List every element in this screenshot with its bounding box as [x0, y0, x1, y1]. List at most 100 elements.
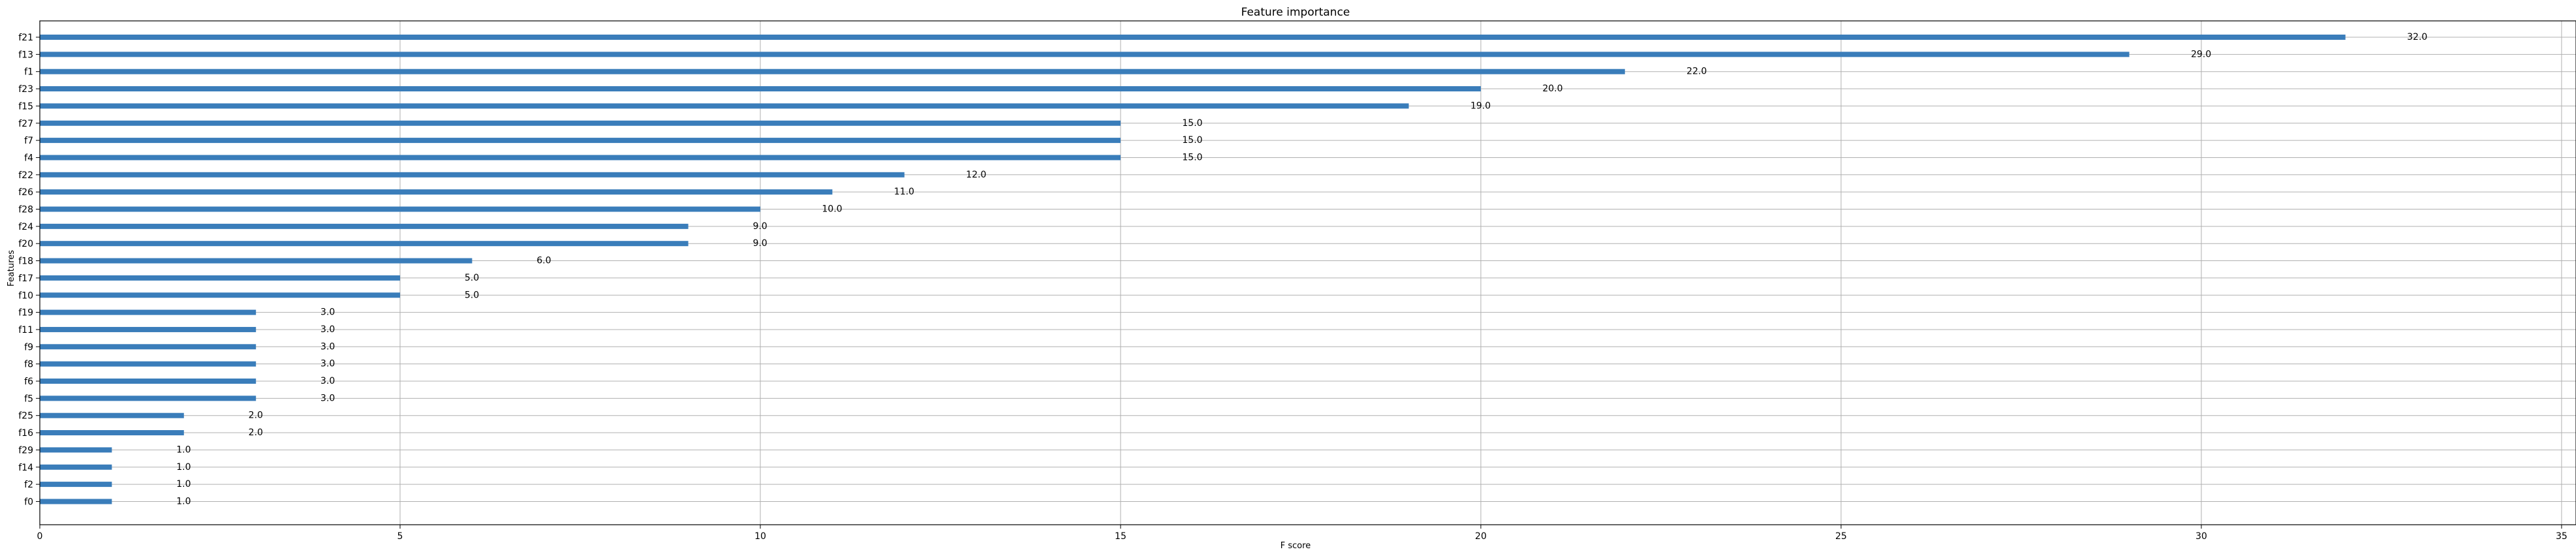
y-tick-label-f1: f1 [24, 67, 33, 78]
bar-f29 [40, 447, 112, 453]
value-label-f28: 10.0 [822, 204, 842, 215]
chart-title: Feature importance [1241, 6, 1350, 19]
y-tick-label-f28: f28 [18, 205, 33, 215]
y-tick-label-f4: f4 [24, 153, 33, 163]
bar-f20 [40, 241, 689, 247]
value-label-f1: 22.0 [1686, 67, 1707, 77]
bar-f6 [40, 379, 256, 384]
y-tick-label-f29: f29 [18, 445, 33, 456]
value-label-f4: 15.0 [1182, 152, 1202, 163]
value-label-f7: 15.0 [1182, 135, 1202, 146]
bar-f9 [40, 344, 256, 350]
value-label-f24: 9.0 [753, 221, 767, 232]
value-label-f20: 9.0 [753, 238, 767, 249]
x-tick-label: 10 [754, 531, 766, 542]
value-label-f26: 11.0 [894, 187, 914, 197]
value-label-f5: 3.0 [320, 393, 335, 403]
y-tick-label-f16: f16 [18, 428, 33, 439]
y-tick-label-f15: f15 [18, 101, 33, 112]
x-tick-label: 25 [1835, 531, 1847, 542]
bar-f27 [40, 120, 1121, 126]
bar-f21 [40, 35, 2346, 40]
y-tick-label-f14: f14 [18, 463, 33, 473]
x-axis-label: F score [1280, 541, 1311, 551]
value-label-f22: 12.0 [966, 170, 986, 180]
y-tick-label-f7: f7 [24, 136, 33, 146]
y-tick-label-f9: f9 [24, 342, 33, 352]
value-label-f29: 1.0 [176, 444, 191, 455]
y-tick-label-f21: f21 [18, 33, 33, 43]
y-tick-label-f2: f2 [24, 480, 33, 490]
value-label-f16: 2.0 [249, 427, 263, 438]
value-label-f0: 1.0 [176, 496, 191, 506]
x-tick-label: 5 [397, 531, 403, 542]
bar-f14 [40, 464, 112, 470]
y-tick-label-f23: f23 [18, 84, 33, 95]
y-tick-label-f11: f11 [18, 325, 33, 335]
value-label-f23: 20.0 [1542, 84, 1562, 94]
y-tick-label-f6: f6 [24, 377, 33, 387]
grid-layer [39, 21, 2576, 525]
value-label-f9: 3.0 [320, 341, 335, 352]
x-tick-label: 20 [1475, 531, 1487, 542]
y-tick-label-f18: f18 [18, 256, 33, 267]
value-label-f27: 15.0 [1182, 118, 1202, 129]
bar-f24 [40, 223, 689, 229]
value-label-f18: 6.0 [536, 256, 551, 266]
y-axis-label: Features [7, 250, 16, 287]
value-label-f11: 3.0 [320, 324, 335, 335]
x-tick-label: 35 [2556, 531, 2568, 542]
x-tick-label: 15 [1115, 531, 1126, 542]
value-label-f19: 3.0 [320, 307, 335, 318]
y-tick-label-f24: f24 [18, 222, 33, 232]
bar-f11 [40, 326, 256, 332]
bar-f5 [40, 395, 256, 401]
y-tick-label-f13: f13 [18, 50, 33, 60]
bar-f13 [40, 52, 2130, 57]
y-tick-label-f22: f22 [18, 170, 33, 181]
plot-frame [39, 20, 2576, 525]
y-tick-label-f25: f25 [18, 411, 33, 422]
bar-f17 [40, 275, 400, 281]
value-label-f2: 1.0 [176, 479, 191, 489]
bar-f10 [40, 292, 400, 298]
bar-f16 [40, 430, 184, 436]
y-tick-label-f8: f8 [24, 360, 33, 370]
bar-f7 [40, 138, 1121, 144]
y-tick-label-f10: f10 [18, 290, 33, 301]
value-label-layer: 32.0 29.0 22.0 20.0 19.0 15.0 15.0 15.0 12.0 11.0… [176, 32, 2427, 506]
y-tick-label-f0: f0 [24, 497, 33, 507]
value-label-f6: 3.0 [320, 376, 335, 386]
x-tick-label: 0 [37, 531, 43, 542]
y-tick-label-f26: f26 [18, 187, 33, 198]
value-label-f14: 1.0 [176, 462, 191, 473]
bar-f22 [40, 172, 905, 178]
bar-layer [40, 35, 2346, 504]
bar-f4 [40, 155, 1121, 161]
y-tick-label-f19: f19 [18, 308, 33, 318]
y-tick-label-f20: f20 [18, 239, 33, 249]
tick-layer: 0 5 10 15 20 25 30 35 f21 f13 f1 f23 f15 f27 f7 f4 f22 f2… [18, 33, 2568, 542]
x-tick-label: 30 [2196, 531, 2207, 542]
bar-f8 [40, 361, 256, 367]
value-label-f17: 5.0 [465, 273, 479, 283]
value-label-f13: 29.0 [2191, 49, 2211, 59]
value-label-f21: 32.0 [2407, 32, 2427, 42]
value-label-f25: 2.0 [249, 411, 263, 421]
y-tick-label-f17: f17 [18, 273, 33, 284]
bar-f26 [40, 189, 833, 195]
bar-f25 [40, 412, 184, 418]
bar-f23 [40, 86, 1481, 92]
bar-f28 [40, 206, 760, 212]
bar-f18 [40, 258, 473, 264]
value-label-f15: 19.0 [1470, 101, 1491, 111]
value-label-f8: 3.0 [320, 359, 335, 369]
bar-f2 [40, 482, 112, 488]
bar-f0 [40, 499, 112, 504]
y-tick-label-f5: f5 [24, 394, 33, 404]
bar-f19 [40, 309, 256, 315]
bar-f1 [40, 69, 1625, 74]
bar-f15 [40, 103, 1409, 109]
